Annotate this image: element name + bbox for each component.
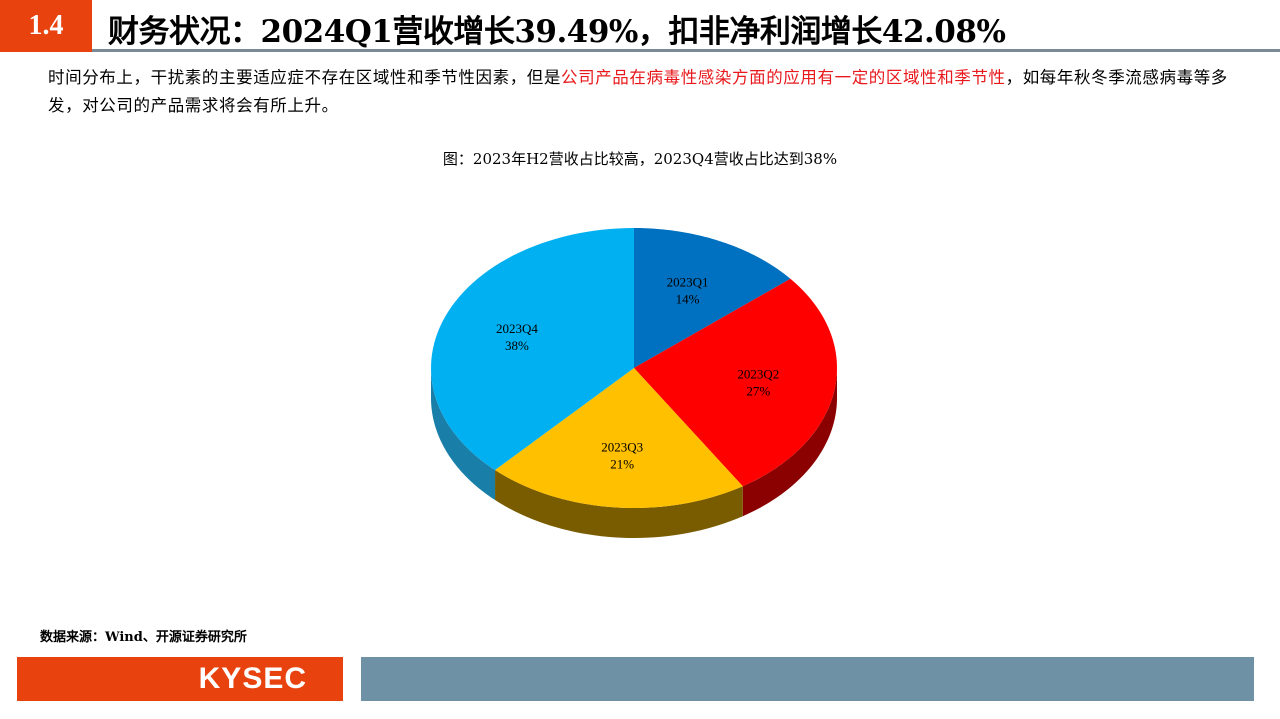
header-divider <box>92 49 1280 52</box>
page-title: 财务状况：2024Q1营收增长39.49%，扣非净利润增长42.08% <box>108 14 1006 50</box>
slice-label-percent: 38% <box>505 338 529 353</box>
slice-label-category: 2023Q3 <box>601 439 643 454</box>
pie-side-2023Q2 <box>742 368 837 517</box>
body-text-tail: ，如每年秋冬季流感病毒等多发，对公司的产品需求将会有所上升。 <box>48 68 1228 115</box>
pie-slice-2023Q1 <box>634 228 791 368</box>
kysec-logo: KYSEC <box>17 657 343 701</box>
slice-label-category: 2023Q4 <box>496 321 538 336</box>
pie-slice-2023Q4 <box>431 228 634 471</box>
body-text-highlight: 公司产品在病毒性感染方面的应用有一定的区域性和季节性 <box>561 68 1006 87</box>
body-text-plain: 时间分布上，干扰素的主要适应症不存在区域性和季节性因素，但是 <box>48 68 561 87</box>
pie-slice-2023Q3 <box>495 368 743 508</box>
body-text: 时间分布上，干扰素的主要适应症不存在区域性和季节性因素，但是公司产品在病毒性感染… <box>48 64 1248 120</box>
pie-side-2023Q3 <box>495 470 743 538</box>
slice-label-percent: 27% <box>746 384 770 399</box>
source-note: 数据来源：Wind、开源证券研究所 <box>40 630 247 645</box>
slice-label-percent: 21% <box>610 456 634 471</box>
slice-label-category: 2023Q2 <box>737 367 779 382</box>
pie-side-2023Q4 <box>431 368 496 501</box>
chart-title: 图：2023年H2营收占比较高，2023Q4营收占比达到38% <box>442 150 838 168</box>
pie-slice-2023Q2 <box>634 278 837 487</box>
section-number: 1.4 <box>0 0 92 52</box>
footer-bar <box>361 657 1254 701</box>
slice-label-category: 2023Q1 <box>667 274 709 289</box>
slice-label-percent: 14% <box>676 291 700 306</box>
